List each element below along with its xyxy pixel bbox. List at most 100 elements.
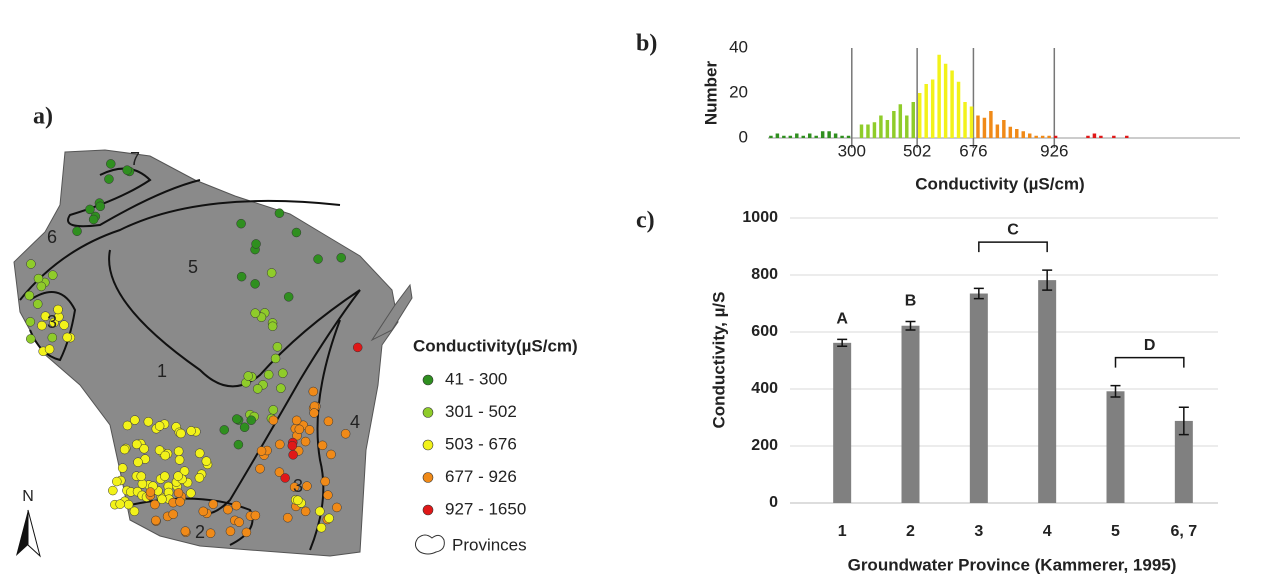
histogram-bar <box>879 116 882 139</box>
well-point <box>150 500 159 509</box>
north-arrow <box>16 510 28 556</box>
well-point <box>242 528 251 537</box>
y-tick-label: 1000 <box>742 209 778 226</box>
histogram-bar <box>1086 136 1089 138</box>
legend-swatch <box>423 440 433 450</box>
well-point <box>146 488 155 497</box>
well-point <box>273 342 282 351</box>
well-point <box>251 511 260 520</box>
y-tick-label: 20 <box>729 82 748 101</box>
histogram-bar <box>905 116 908 139</box>
well-point <box>108 486 117 495</box>
well-point <box>26 334 35 343</box>
x-tick-label: 1 <box>838 523 847 540</box>
bar <box>1107 391 1125 503</box>
histogram-bar <box>918 93 921 138</box>
well-point <box>26 260 35 269</box>
well-point <box>206 529 215 538</box>
province-label: 1 <box>157 361 167 381</box>
histogram-bar <box>802 136 805 138</box>
group-bracket <box>979 242 1047 252</box>
histogram-bar <box>931 80 934 139</box>
histogram-bar <box>776 134 779 139</box>
well-point <box>317 523 326 532</box>
histogram-bar <box>769 136 772 138</box>
histogram-bar <box>789 136 792 138</box>
histogram-bar <box>1125 136 1128 138</box>
well-point <box>96 202 105 211</box>
well-point <box>293 496 302 505</box>
well-point <box>281 473 290 482</box>
well-point <box>235 518 244 527</box>
well-point <box>45 345 54 354</box>
well-point <box>220 425 229 434</box>
well-point <box>202 457 211 466</box>
well-point <box>123 421 132 430</box>
well-point <box>353 343 362 352</box>
histogram-bar <box>944 64 947 138</box>
well-point <box>275 440 284 449</box>
y-tick-label: 200 <box>751 437 778 454</box>
well-point <box>269 405 278 414</box>
well-point <box>226 527 235 536</box>
histogram-bar <box>782 136 785 138</box>
well-point <box>264 370 273 379</box>
well-point <box>267 268 276 277</box>
histogram-bar <box>989 111 992 138</box>
group-letter: D <box>1144 337 1156 354</box>
well-point <box>288 441 297 450</box>
well-point <box>232 414 241 423</box>
panel-label: b) <box>636 31 657 57</box>
histogram-bar <box>957 82 960 138</box>
well-point <box>283 513 292 522</box>
well-point <box>134 458 143 467</box>
well-point <box>237 219 246 228</box>
well-point <box>234 440 243 449</box>
y-tick-label: 800 <box>751 266 778 283</box>
well-point <box>315 507 324 516</box>
histogram-bar <box>892 111 895 138</box>
well-point <box>160 472 169 481</box>
well-point <box>48 271 57 280</box>
well-point <box>318 441 327 450</box>
histogram-bar <box>1022 131 1025 138</box>
well-point <box>257 446 266 455</box>
well-point <box>63 333 72 342</box>
provinces-legend: Provinces <box>452 535 527 554</box>
histogram-bar <box>996 125 999 139</box>
histogram-bar <box>1034 136 1037 138</box>
legend-label: 677 - 926 <box>445 467 517 486</box>
well-point <box>209 500 218 509</box>
histogram-bar <box>866 125 869 139</box>
panel-label: a) <box>33 104 53 130</box>
province-label: 7 <box>130 149 140 169</box>
well-point <box>247 416 256 425</box>
histogram-bar <box>821 131 824 138</box>
group-letter: B <box>905 293 917 310</box>
y-tick-label: 40 <box>729 37 748 56</box>
well-point <box>321 477 330 486</box>
well-point <box>301 507 310 516</box>
y-axis-label: Conductivity, µ/S <box>709 292 728 429</box>
well-point <box>161 451 170 460</box>
well-point <box>301 437 310 446</box>
well-point <box>302 482 311 491</box>
well-point <box>26 317 35 326</box>
well-point <box>251 279 260 288</box>
province-label: 3 <box>47 312 57 332</box>
x-tick-label: 676 <box>959 141 987 160</box>
histogram-bar <box>976 116 979 139</box>
well-point <box>175 455 184 464</box>
group-letter: A <box>836 311 848 328</box>
well-point <box>292 228 301 237</box>
bar <box>970 294 988 503</box>
state-outline <box>14 150 398 556</box>
well-point <box>33 300 42 309</box>
well-point <box>325 514 334 523</box>
legend-swatch <box>423 473 433 483</box>
well-point <box>256 464 265 473</box>
well-point <box>118 464 127 473</box>
bar <box>833 343 851 503</box>
well-point <box>89 215 98 224</box>
well-point <box>116 500 125 509</box>
